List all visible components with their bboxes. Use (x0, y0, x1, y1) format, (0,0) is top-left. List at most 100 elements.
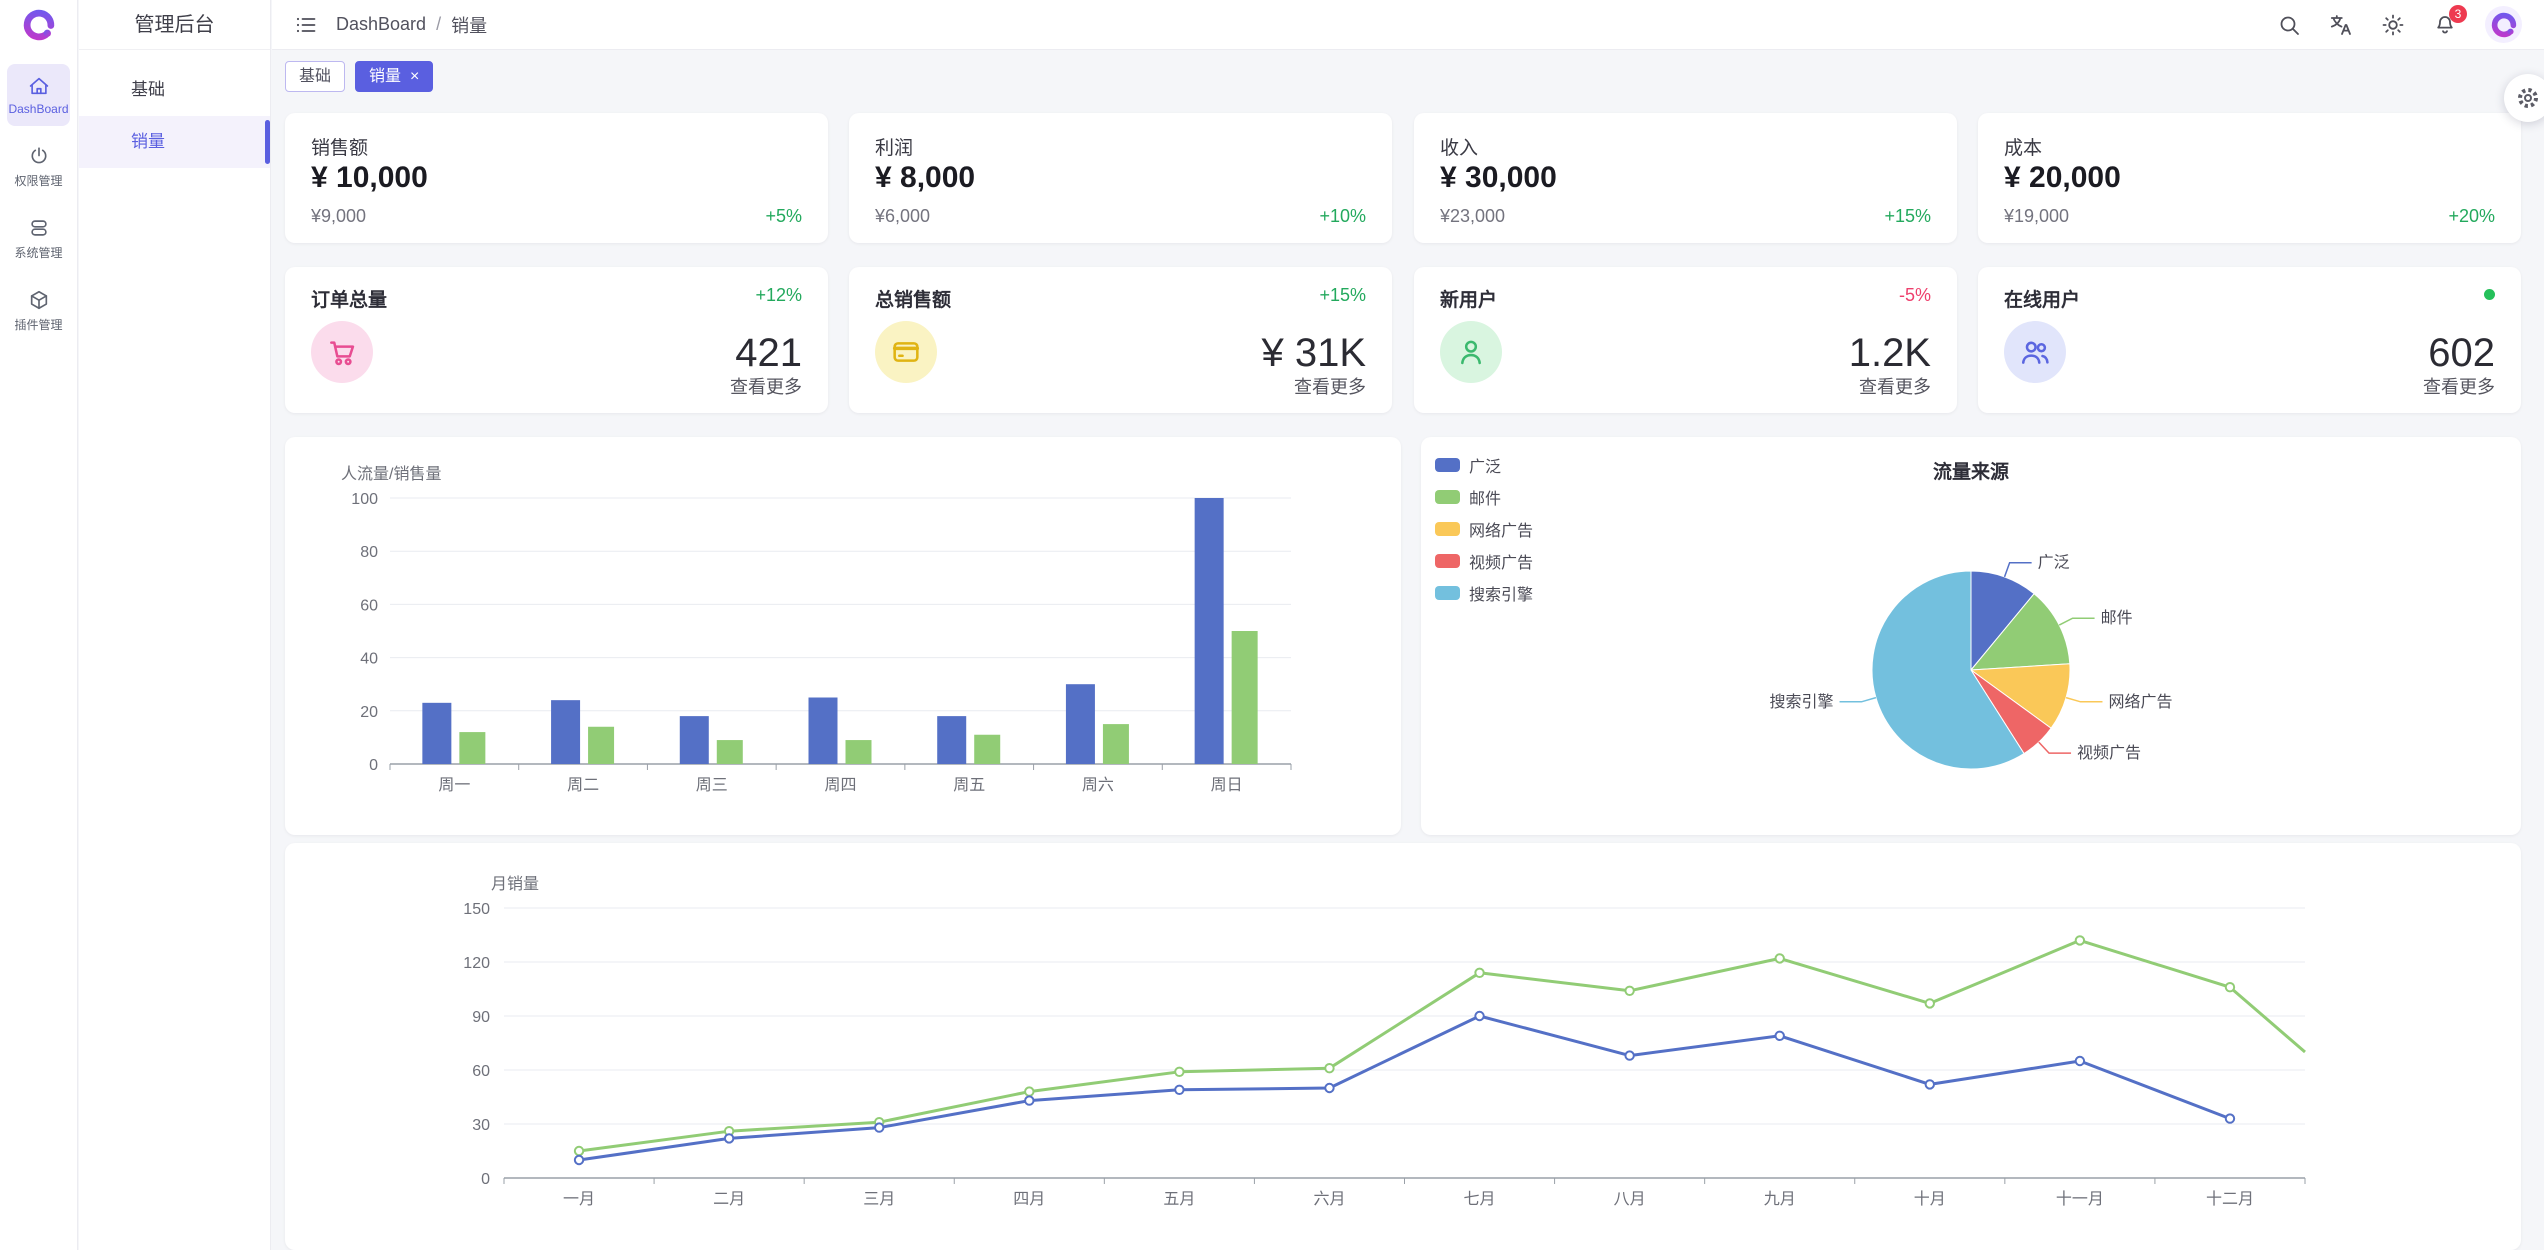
search-icon[interactable] (2277, 13, 2301, 37)
card-value: 602 (2428, 331, 2495, 375)
sidebar-item-plugins[interactable]: 插件管理 (7, 280, 70, 342)
avatar[interactable] (2485, 6, 2522, 43)
legend-label: 网络广告 (1469, 523, 1534, 540)
legend-label: 广泛 (1469, 459, 1502, 476)
translate-icon[interactable] (2329, 13, 2353, 37)
user-icon (1440, 321, 1502, 383)
legend-item[interactable]: 搜索引擎 (1435, 581, 1533, 605)
svg-text:二月: 二月 (713, 1191, 745, 1208)
breadcrumb-item[interactable]: DashBoard (336, 14, 427, 34)
breadcrumb: DashBoard / 销量 (336, 12, 487, 38)
card-change: +12% (755, 285, 802, 305)
breadcrumb-separator: / (436, 14, 442, 34)
svg-text:一月: 一月 (563, 1191, 595, 1208)
legend-item[interactable]: 广泛 (1435, 453, 1533, 477)
brand-logo[interactable] (0, 0, 77, 50)
home-icon (29, 77, 48, 94)
collapse-menu-icon[interactable] (294, 13, 318, 37)
pie-legend: 广泛邮件网络广告视频广告搜索引擎 (1435, 453, 1533, 605)
card-title: 总销售额 (875, 290, 952, 311)
submenu-sidebar: 管理后台 基础 销量 (79, 0, 271, 1250)
legend-swatch (1435, 586, 1460, 600)
svg-text:搜索引擎: 搜索引擎 (1770, 693, 1834, 711)
card-previous-value: ¥19,000 (2004, 206, 2070, 226)
stack-icon (30, 220, 47, 236)
users-icon (2004, 321, 2066, 383)
svg-text:150: 150 (463, 901, 490, 918)
svg-text:40: 40 (360, 651, 378, 668)
sidebar-item-dashboard[interactable]: DashBoard (7, 64, 70, 126)
view-more-link[interactable]: 查看更多 (730, 377, 802, 397)
view-more-link[interactable]: 查看更多 (2423, 377, 2495, 397)
tab-label: 销量 (369, 68, 402, 85)
metric-card-new-users: 新用户 -5% 1.2K 查看更多 (1414, 267, 1957, 413)
svg-text:周四: 周四 (824, 777, 856, 794)
cart-icon (311, 321, 373, 383)
card-value: 421 (735, 331, 802, 375)
svg-text:20: 20 (360, 704, 378, 721)
card-value: ¥ 8,000 (875, 161, 976, 194)
legend-swatch (1435, 458, 1460, 472)
svg-text:十一月: 十一月 (2056, 1190, 2104, 1208)
online-status-dot (2484, 289, 2495, 300)
tab-sales[interactable]: 销量 × (355, 61, 434, 92)
tab-label: 基础 (299, 68, 332, 85)
card-title: 在线用户 (2004, 290, 2081, 311)
card-value: ¥ 31K (1261, 331, 1366, 375)
legend-item[interactable]: 邮件 (1435, 485, 1533, 509)
app-title: 管理后台 (79, 0, 270, 50)
card-title: 新用户 (1440, 290, 1498, 311)
legend-swatch (1435, 522, 1460, 536)
view-more-link[interactable]: 查看更多 (1859, 377, 1931, 397)
tab-basic[interactable]: 基础 (285, 61, 346, 92)
card-title: 成本 (2004, 138, 2043, 159)
submenu-item-sales[interactable]: 销量 (79, 116, 270, 168)
card-value: ¥ 10,000 (311, 161, 428, 194)
close-icon[interactable]: × (410, 67, 420, 85)
card-value: ¥ 30,000 (1440, 161, 1557, 194)
topbar: DashBoard / 销量 (272, 0, 2544, 50)
sidebar-item-permissions[interactable]: 权限管理 (7, 136, 70, 198)
card-previous-value: ¥6,000 (875, 206, 931, 226)
card-previous-value: ¥9,000 (311, 206, 367, 226)
legend-item[interactable]: 网络广告 (1435, 517, 1533, 541)
card-change: +20% (2448, 206, 2495, 226)
legend-label: 视频广告 (1469, 555, 1534, 572)
overview-card-profit: 利润 ¥ 8,000 ¥6,000 +10% (849, 113, 1392, 243)
sidebar-item-label: 系统管理 (14, 246, 63, 260)
pie-chart-title: 流量来源 (1932, 462, 2009, 483)
svg-text:八月: 八月 (1614, 1191, 1646, 1208)
sidebar-item-system[interactable]: 系统管理 (7, 208, 70, 270)
notification-count-badge: 3 (2449, 4, 2467, 23)
breadcrumb-item: 销量 (451, 15, 488, 36)
tab-bar: 基础 销量 × (285, 61, 434, 92)
legend-swatch (1435, 554, 1460, 568)
submenu-item-basic[interactable]: 基础 (131, 80, 165, 99)
svg-text:广泛: 广泛 (2038, 554, 2070, 572)
card-title: 订单总量 (311, 290, 388, 311)
card-title: 收入 (1440, 138, 1479, 159)
view-more-link[interactable]: 查看更多 (1294, 377, 1366, 397)
svg-text:100: 100 (351, 491, 378, 508)
sun-icon[interactable] (2381, 13, 2405, 37)
legend-item[interactable]: 视频广告 (1435, 549, 1533, 573)
svg-text:60: 60 (360, 597, 378, 614)
card-change: +15% (1319, 285, 1366, 305)
credit-card-icon (875, 321, 937, 383)
card-change: +15% (1884, 206, 1931, 226)
svg-text:人流量/销售量: 人流量/销售量 (341, 465, 441, 483)
svg-text:五月: 五月 (1163, 1191, 1195, 1208)
svg-text:月销量: 月销量 (491, 875, 539, 893)
notification-bell-icon[interactable]: 3 (2433, 4, 2467, 37)
svg-text:六月: 六月 (1313, 1190, 1345, 1208)
overview-card-income: 收入 ¥ 30,000 ¥23,000 +15% (1414, 113, 1957, 243)
card-change: +5% (765, 206, 802, 226)
svg-text:周日: 周日 (1211, 777, 1243, 794)
settings-fab-button[interactable] (2504, 74, 2544, 122)
svg-text:30: 30 (472, 1117, 490, 1134)
overview-card-sales: 销售额 ¥ 10,000 ¥9,000 +5% (285, 113, 828, 243)
svg-text:七月: 七月 (1464, 1190, 1496, 1208)
